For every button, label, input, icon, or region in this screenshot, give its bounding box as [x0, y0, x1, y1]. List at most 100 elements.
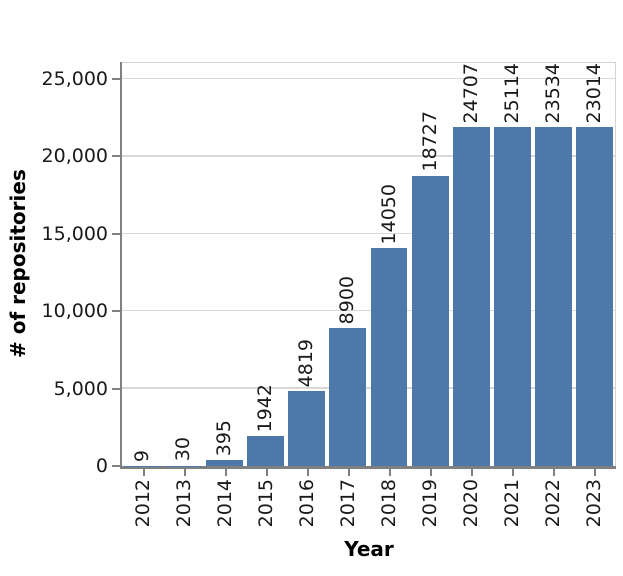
- x-label-cell: 2012: [123, 479, 164, 527]
- bar-column: 23014: [574, 63, 615, 466]
- x-label-cell: 2014: [205, 479, 246, 527]
- x-tick-cell: [205, 468, 246, 476]
- x-label-cell: 2013: [164, 479, 205, 527]
- x-axis-tick-labels: 2012 2013 2014 2015 2016 2017 2018 2019 2020 2021…: [123, 479, 615, 527]
- bar-value-label: 18727: [418, 111, 441, 172]
- bar-value-label: 8900: [336, 275, 359, 325]
- x-tick-label: 2012: [132, 479, 155, 528]
- bar-column: 30: [163, 63, 204, 466]
- bar-column: 18727: [410, 63, 451, 466]
- bar-column: 25114: [492, 63, 533, 466]
- x-tick-mark: [470, 468, 473, 476]
- bar-value-label: 395: [213, 419, 236, 456]
- bar: [452, 127, 490, 466]
- y-tick-mark: [112, 465, 121, 467]
- bar-value-label: 1942: [254, 383, 277, 432]
- x-tick-label: 2013: [173, 479, 196, 528]
- x-axis-label: Year: [344, 537, 394, 561]
- bar-value-label: 24707: [459, 63, 482, 124]
- y-tick-label: 15,000: [41, 222, 108, 245]
- bar: [575, 127, 613, 466]
- x-tick-cell: [328, 468, 369, 476]
- x-tick-mark: [265, 468, 268, 476]
- bar-column: 23534: [533, 63, 574, 466]
- x-tick-cell: [369, 468, 410, 476]
- bar-column: 8900: [327, 63, 368, 466]
- x-tick-label: 2016: [296, 479, 319, 528]
- bar: [534, 127, 572, 466]
- y-axis-label: # of repositories: [6, 169, 30, 359]
- x-tick-label: 2021: [501, 479, 524, 528]
- x-axis-spine: [120, 466, 616, 469]
- bar-column: 1942: [245, 63, 286, 466]
- x-tick-cell: [246, 468, 287, 476]
- x-tick-mark: [224, 468, 227, 476]
- x-label-cell: 2015: [246, 479, 287, 527]
- x-tick-mark: [429, 468, 432, 476]
- gridline: [122, 387, 615, 389]
- x-tick-mark: [511, 468, 514, 476]
- bar: [411, 175, 449, 466]
- x-tick-mark: [593, 468, 596, 476]
- bar: [493, 127, 531, 466]
- x-tick-mark: [552, 468, 555, 476]
- x-label-cell: 2021: [492, 479, 533, 527]
- gridline: [122, 232, 615, 235]
- bar-value-label: 14050: [377, 183, 400, 245]
- x-label-cell: 2018: [369, 479, 410, 527]
- x-tick-label: 2022: [542, 479, 565, 528]
- y-tick-mark: [112, 155, 121, 158]
- bar: [206, 459, 244, 466]
- bar-value-label: 25114: [500, 63, 523, 124]
- x-tick-cell: [164, 468, 205, 476]
- x-tick-cell: [574, 468, 615, 476]
- bar-value-label: 4819: [295, 338, 318, 388]
- x-tick-cell: [287, 468, 328, 476]
- x-label-cell: 2022: [533, 479, 574, 527]
- bar-column: 395: [204, 63, 245, 466]
- y-tick-label: 10,000: [41, 300, 108, 323]
- x-tick-label: 2019: [419, 479, 442, 528]
- bar: [329, 328, 367, 466]
- x-label-cell: 2023: [574, 479, 615, 527]
- x-tick-cell: [533, 468, 574, 476]
- bar-value-label: 9: [131, 449, 154, 462]
- x-label-cell: 2020: [451, 479, 492, 527]
- plot-area: 9 30 395 1942 4819 8900 14050 18727 24707 25114 23…: [122, 62, 616, 466]
- y-tick-label: 20,000: [41, 145, 108, 168]
- x-tick-cell: [451, 468, 492, 476]
- y-axis-spine: [120, 62, 122, 466]
- x-label-cell: 2017: [328, 479, 369, 527]
- x-tick-cell: [123, 468, 164, 476]
- x-tick-mark: [388, 468, 391, 476]
- y-tick-mark: [112, 77, 121, 80]
- y-tick-mark: [112, 232, 121, 235]
- bar-value-label: 23014: [582, 63, 605, 124]
- x-tick-mark: [306, 468, 309, 476]
- bar-column: 4819: [286, 63, 327, 466]
- y-tick-mark: [112, 387, 121, 390]
- bar-value-label: 30: [172, 437, 195, 462]
- gridline: [122, 155, 615, 157]
- bar: [247, 435, 285, 466]
- y-tick-label: 25,000: [41, 67, 108, 90]
- bar: [370, 248, 408, 466]
- bar-column: 9: [122, 63, 163, 466]
- gridline: [122, 77, 615, 80]
- x-tick-mark: [183, 468, 186, 476]
- y-tick-label: 5,000: [53, 377, 108, 400]
- x-tick-cell: [410, 468, 451, 476]
- x-tick-cell: [492, 468, 533, 476]
- x-label-cell: 2016: [287, 479, 328, 527]
- x-tick-mark: [142, 468, 145, 476]
- bar-column: 14050: [368, 63, 409, 466]
- bar-value-label: 23534: [541, 63, 564, 124]
- x-label-cell: 2019: [410, 479, 451, 527]
- bar: [288, 391, 326, 466]
- y-tick-label: 0: [95, 455, 108, 477]
- x-tick-mark: [347, 468, 350, 476]
- x-tick-label: 2018: [378, 479, 401, 528]
- x-tick-label: 2023: [583, 479, 606, 528]
- x-tick-label: 2015: [255, 479, 278, 528]
